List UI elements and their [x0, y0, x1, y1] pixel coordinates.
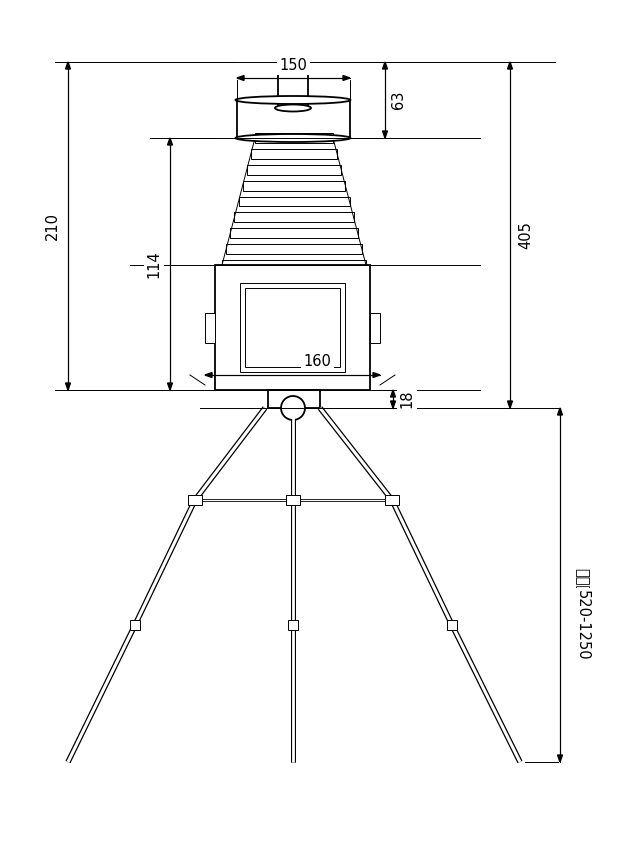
Bar	[251, 149, 337, 159]
Bar	[385, 495, 399, 505]
Ellipse shape	[275, 105, 311, 111]
Text: 520-1250: 520-1250	[575, 590, 590, 660]
Polygon shape	[557, 755, 562, 762]
Bar	[255, 133, 333, 143]
Text: 150: 150	[279, 58, 307, 73]
Bar	[245, 288, 340, 367]
Polygon shape	[373, 372, 380, 378]
Polygon shape	[383, 131, 387, 138]
Polygon shape	[343, 75, 350, 80]
Bar	[286, 495, 300, 505]
Bar	[243, 181, 345, 191]
Bar	[240, 283, 345, 372]
Bar	[268, 390, 320, 408]
Polygon shape	[66, 383, 70, 390]
Bar	[278, 62, 308, 108]
Circle shape	[281, 396, 305, 420]
Polygon shape	[391, 401, 396, 408]
Bar	[288, 620, 298, 630]
Text: 114: 114	[146, 250, 161, 278]
Bar	[130, 620, 140, 630]
Polygon shape	[237, 75, 244, 80]
Polygon shape	[391, 390, 396, 397]
Ellipse shape	[278, 59, 308, 65]
Bar	[234, 213, 353, 222]
Polygon shape	[66, 62, 70, 69]
Bar	[226, 245, 362, 254]
Text: 63: 63	[391, 91, 407, 109]
Bar	[247, 165, 341, 175]
Polygon shape	[557, 408, 562, 415]
Text: 伸缩范围: 伸缩范围	[575, 568, 590, 602]
Bar	[188, 495, 202, 505]
Ellipse shape	[235, 134, 350, 142]
Bar	[205, 313, 215, 342]
Text: 18: 18	[399, 390, 415, 409]
Text: 405: 405	[519, 221, 533, 249]
Text: 160: 160	[303, 354, 331, 370]
Bar	[215, 265, 370, 390]
Text: 210: 210	[44, 212, 59, 240]
Polygon shape	[205, 372, 212, 378]
Polygon shape	[167, 138, 172, 145]
Polygon shape	[167, 383, 172, 390]
Polygon shape	[383, 62, 387, 69]
Bar	[222, 260, 366, 270]
Ellipse shape	[235, 96, 350, 104]
Bar	[231, 228, 358, 238]
Bar	[447, 620, 457, 630]
Bar	[239, 197, 350, 206]
Bar	[370, 313, 380, 342]
Polygon shape	[507, 62, 512, 69]
Bar	[237, 100, 350, 138]
Polygon shape	[507, 401, 512, 408]
